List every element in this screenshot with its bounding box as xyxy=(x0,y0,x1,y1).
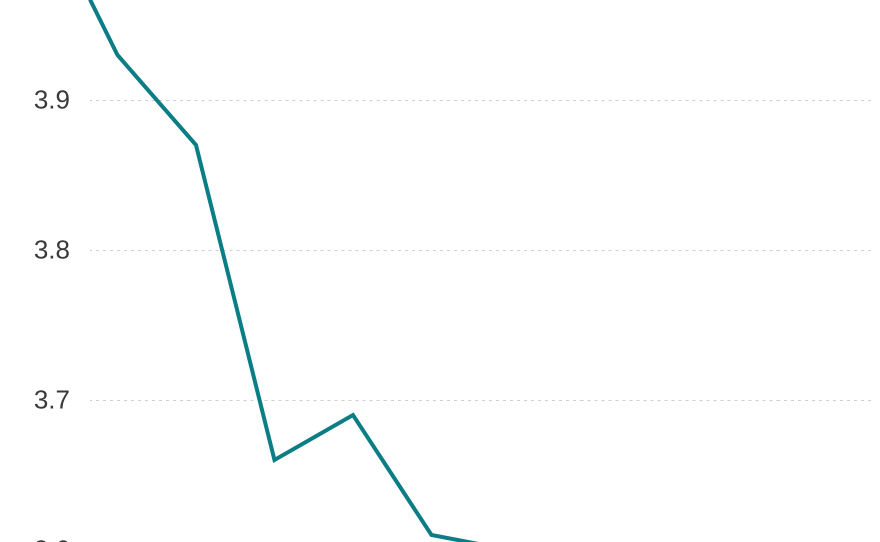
line-series xyxy=(90,0,875,542)
plot-area xyxy=(0,0,880,542)
line-chart: 3.93.83.73.6 xyxy=(0,0,880,542)
